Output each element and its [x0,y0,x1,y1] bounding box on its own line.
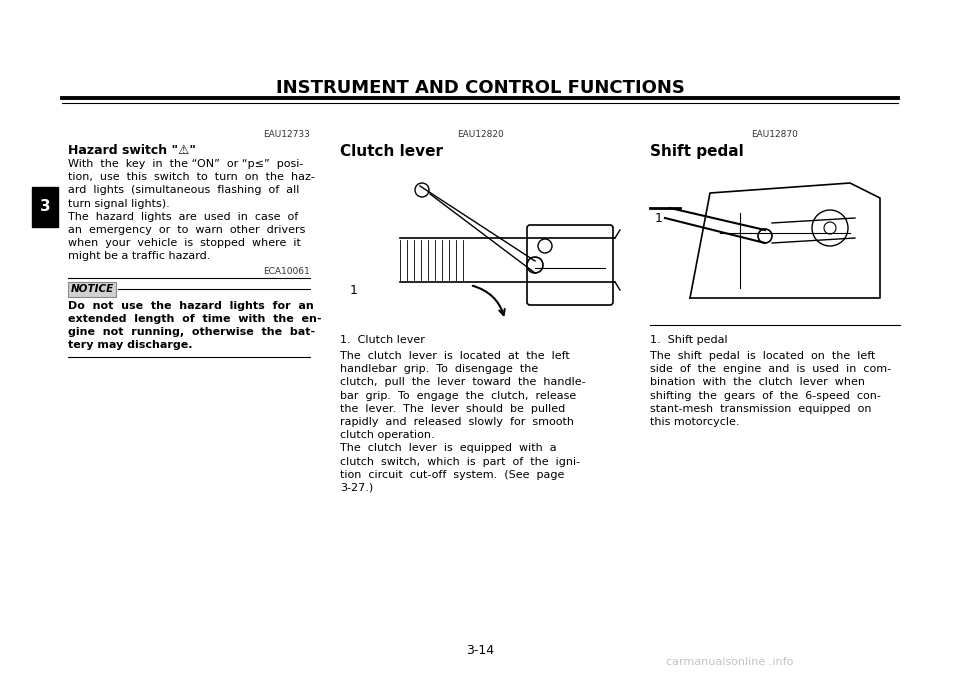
Text: ard  lights  (simultaneous  flashing  of  all: ard lights (simultaneous flashing of all [68,185,300,195]
Text: INSTRUMENT AND CONTROL FUNCTIONS: INSTRUMENT AND CONTROL FUNCTIONS [276,79,684,97]
Text: bar  grip.  To  engage  the  clutch,  release: bar grip. To engage the clutch, release [340,391,576,401]
Text: Clutch lever: Clutch lever [340,144,443,159]
Circle shape [538,239,552,253]
Text: carmanualsonline .info: carmanualsonline .info [666,657,794,667]
Bar [32,187,58,227]
Text: this motorcycle.: this motorcycle. [650,417,739,427]
Text: EAU12820: EAU12820 [457,130,503,139]
Text: Do  not  use  the  hazard  lights  for  an: Do not use the hazard lights for an [68,300,314,311]
Text: ECA10061: ECA10061 [263,266,310,275]
Text: EAU12870: EAU12870 [752,130,799,139]
FancyBboxPatch shape [68,281,116,296]
Circle shape [824,222,836,234]
Text: 1.  Shift pedal: 1. Shift pedal [650,335,728,345]
Text: handlebar  grip.  To  disengage  the: handlebar grip. To disengage the [340,364,539,374]
Text: shifting  the  gears  of  the  6-speed  con-: shifting the gears of the 6-speed con- [650,391,881,401]
Text: 3-27.): 3-27.) [340,483,373,493]
Text: might be a traffic hazard.: might be a traffic hazard. [68,252,210,262]
Text: stant-mesh  transmission  equipped  on: stant-mesh transmission equipped on [650,404,872,414]
Text: 1.  Clutch lever: 1. Clutch lever [340,335,425,345]
Text: The  hazard  lights  are  used  in  case  of: The hazard lights are used in case of [68,212,299,222]
Text: With  the  key  in  the “ON”  or “p≤”  posi-: With the key in the “ON” or “p≤” posi- [68,159,303,169]
Text: 1: 1 [655,212,662,224]
Text: turn signal lights).: turn signal lights). [68,199,170,209]
FancyBboxPatch shape [527,225,613,305]
Text: side  of  the  engine  and  is  used  in  com-: side of the engine and is used in com- [650,364,891,374]
Text: 1: 1 [350,283,358,296]
Text: The  clutch  lever  is  equipped  with  a: The clutch lever is equipped with a [340,443,557,454]
Text: The  shift  pedal  is  located  on  the  left: The shift pedal is located on the left [650,351,876,361]
Text: bination  with  the  clutch  lever  when: bination with the clutch lever when [650,378,865,387]
Text: clutch,  pull  the  lever  toward  the  handle-: clutch, pull the lever toward the handle… [340,378,586,387]
Text: 3-14: 3-14 [466,643,494,656]
Text: extended  length  of  time  with  the  en-: extended length of time with the en- [68,314,322,324]
Circle shape [415,183,429,197]
Text: tery may discharge.: tery may discharge. [68,340,193,351]
Circle shape [527,257,543,273]
Text: an  emergency  or  to  warn  other  drivers: an emergency or to warn other drivers [68,225,305,235]
Circle shape [758,229,772,243]
Text: EAU12733: EAU12733 [263,130,310,139]
Circle shape [812,210,848,246]
Text: 3: 3 [39,199,50,214]
Text: The  clutch  lever  is  located  at  the  left: The clutch lever is located at the left [340,351,569,361]
Text: gine  not  running,  otherwise  the  bat-: gine not running, otherwise the bat- [68,327,315,337]
Text: rapidly  and  released  slowly  for  smooth: rapidly and released slowly for smooth [340,417,574,427]
Text: when  your  vehicle  is  stopped  where  it: when your vehicle is stopped where it [68,238,300,248]
Text: clutch operation.: clutch operation. [340,431,435,440]
Text: NOTICE: NOTICE [70,284,113,294]
Text: clutch  switch,  which  is  part  of  the  igni-: clutch switch, which is part of the igni… [340,456,580,466]
Text: tion,  use  this  switch  to  turn  on  the  haz-: tion, use this switch to turn on the haz… [68,172,315,182]
Text: Hazard switch "⚠": Hazard switch "⚠" [68,144,196,157]
Text: tion  circuit  cut-off  system.  (See  page: tion circuit cut-off system. (See page [340,470,564,480]
Text: the  lever.  The  lever  should  be  pulled: the lever. The lever should be pulled [340,404,565,414]
Text: Shift pedal: Shift pedal [650,144,744,159]
